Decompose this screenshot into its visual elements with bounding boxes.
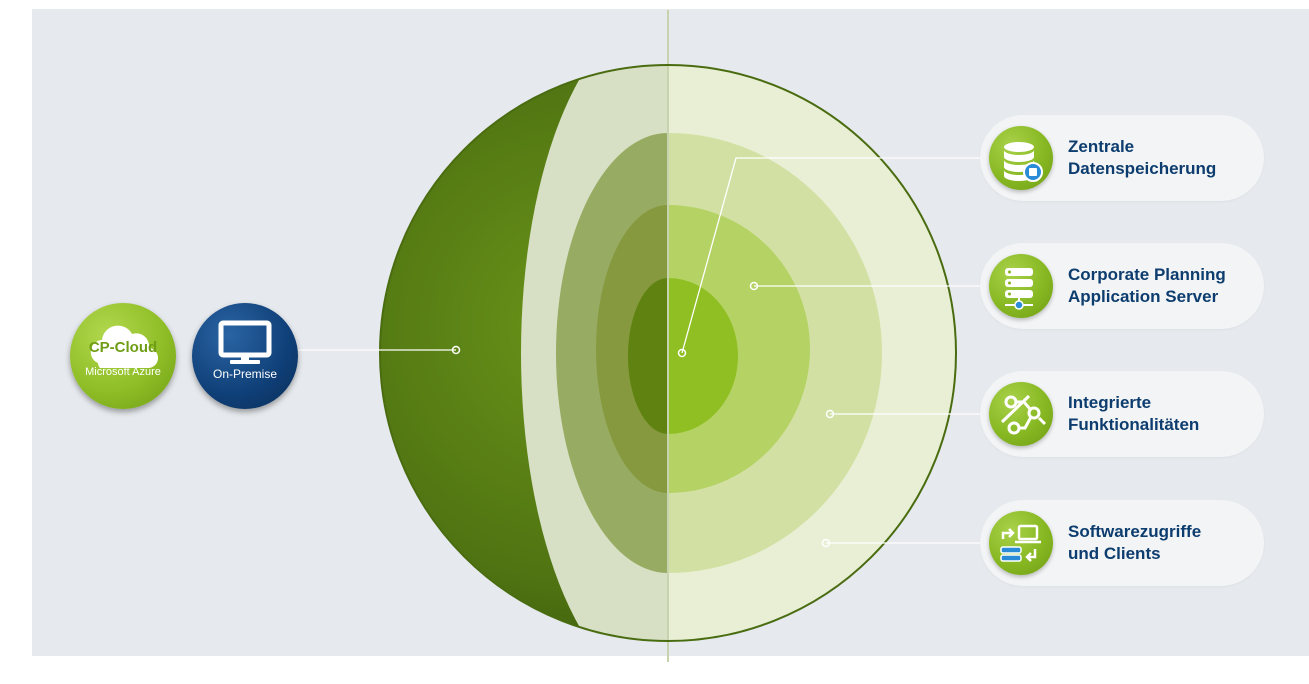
cloud-subtitle: Microsoft Azure: [85, 366, 161, 378]
layer-label-storage: Zentrale Datenspeicherung: [1068, 137, 1217, 178]
on-premise-label: On-Premise: [212, 367, 277, 381]
connector-dot-functions: [825, 409, 835, 419]
server-icon: [989, 254, 1053, 318]
on-premise-badge: On-Premise: [192, 303, 298, 409]
nodes-icon: [989, 382, 1053, 446]
layer-pill-storage: Zentrale Datenspeicherung: [980, 115, 1264, 201]
layer-pill-server: Corporate Planning Application Server: [980, 243, 1264, 329]
layer-label-functions: Integrierte Funktionalitäten: [1068, 393, 1200, 434]
monitor-icon: [218, 320, 272, 364]
connector-dot-clients: [821, 538, 831, 548]
layer-pill-functions: Integrierte Funktionalitäten: [980, 371, 1264, 457]
layer-label-server: Corporate Planning Application Server: [1068, 265, 1226, 306]
cloud-icon: [90, 325, 159, 369]
sphere-outline: [379, 64, 957, 642]
database-icon: [989, 126, 1053, 190]
connector-dot-core: [677, 348, 687, 358]
cut-face-core: [628, 278, 668, 434]
connector-dot-server: [749, 281, 759, 291]
front-core: [668, 278, 738, 434]
cp-cloud-badge: CP-Cloud Microsoft Azure: [70, 303, 176, 409]
connector-core: [681, 157, 985, 354]
client-access-icon: [989, 511, 1053, 575]
connector-dot-shell: [451, 345, 461, 355]
layer-label-clients: Softwarezugriffe und Clients: [1068, 522, 1202, 563]
layer-pill-clients: Softwarezugriffe und Clients: [980, 500, 1264, 586]
cloud-title: CP-Cloud: [88, 339, 158, 356]
